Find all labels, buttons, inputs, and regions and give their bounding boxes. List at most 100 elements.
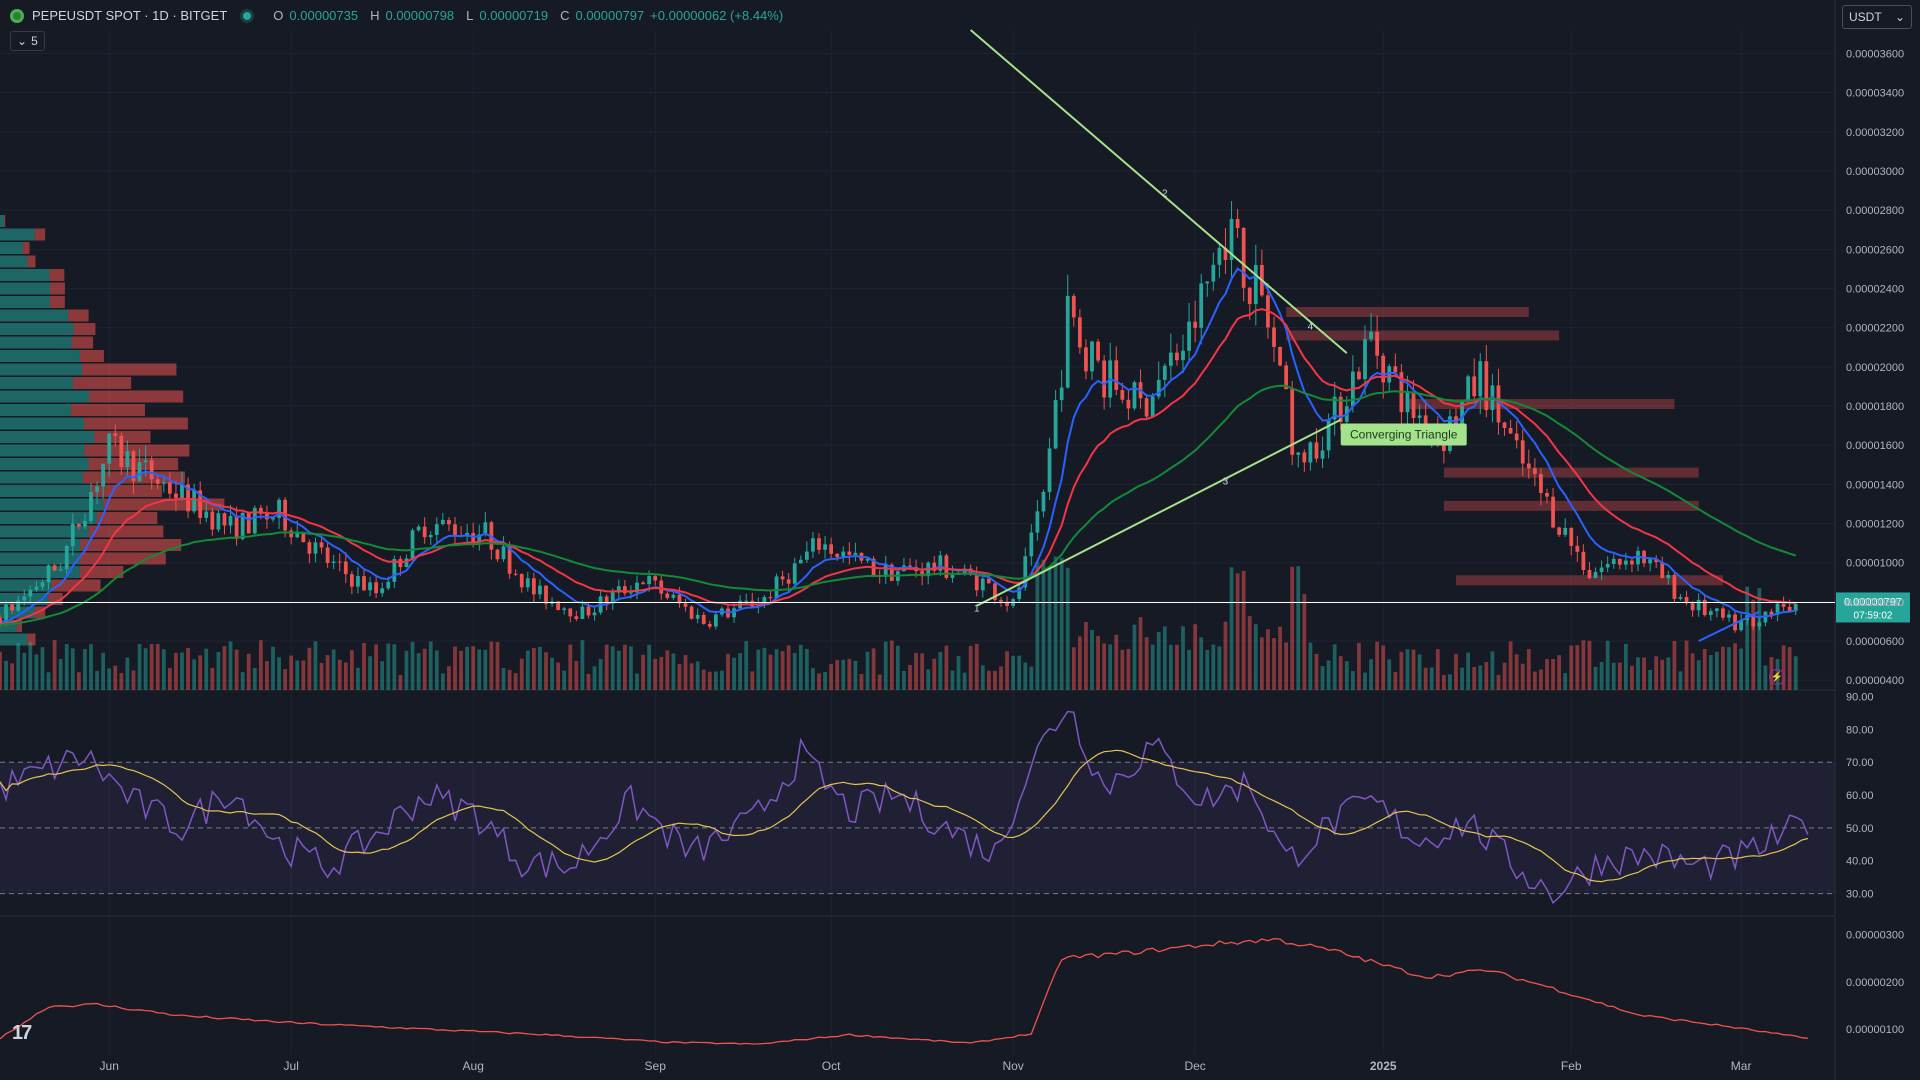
- candle-body: [1393, 366, 1398, 373]
- candle-body: [1326, 419, 1331, 451]
- time-tick-label: Aug: [463, 1059, 484, 1073]
- volume-bar: [726, 653, 730, 690]
- candle-body: [313, 542, 318, 554]
- volume-bar: [592, 666, 597, 690]
- indicator-pane: [0, 937, 1808, 1045]
- candle-body: [76, 523, 81, 527]
- volume-bar: [1678, 671, 1683, 690]
- volume-bar: [1393, 672, 1398, 690]
- volume-bar: [665, 650, 670, 690]
- lightning-icon[interactable]: ⚡: [1769, 669, 1785, 685]
- volume-bar: [525, 650, 530, 690]
- tradingview-logo-icon[interactable]: 17: [12, 1022, 32, 1044]
- candle-body: [301, 531, 306, 543]
- profile-bar-down: [49, 282, 65, 295]
- candle-body: [1241, 227, 1246, 288]
- candle-body: [610, 592, 615, 604]
- candle-body: [1381, 355, 1386, 383]
- trend-drawings[interactable]: Converging Triangle 1 2 3 4 0.00000797 07:59:0…: [0, 29, 1910, 642]
- candle-body: [695, 614, 700, 619]
- price-axis: 0.00000400 0.00000600 0.00000800 0.00001000…: [100, 49, 1920, 1073]
- candle-body: [944, 555, 949, 578]
- low-label: L: [466, 8, 474, 23]
- volume-bar: [683, 655, 688, 690]
- volume-bar: [1454, 654, 1458, 690]
- volume-bar: [750, 671, 755, 690]
- indicator-collapse-button[interactable]: ⌄ 5: [10, 31, 45, 51]
- price-tick-label: 0.00001000: [1846, 558, 1904, 570]
- open-label: O: [273, 8, 284, 23]
- candle-body: [1126, 399, 1131, 409]
- candle-body: [999, 599, 1003, 602]
- candle-body: [234, 515, 239, 539]
- volume-bar: [1466, 652, 1471, 690]
- candle-body: [1593, 572, 1598, 579]
- candle-body: [1690, 603, 1695, 611]
- candle-body: [16, 600, 21, 611]
- volume-bar: [877, 674, 882, 690]
- candle-body: [386, 581, 391, 589]
- candle-body: [1162, 365, 1167, 380]
- symbol-header: PEPEUSDT SPOT · 1D · BITGET O 0.00000735 …: [10, 8, 783, 23]
- volume-bar: [835, 659, 840, 690]
- volume-bar: [1253, 624, 1258, 690]
- sub-tick-label: 0.00000200: [1846, 977, 1904, 989]
- volume-bar: [70, 648, 75, 690]
- candle-body: [1132, 382, 1137, 409]
- candle-body: [125, 451, 130, 467]
- volume-bar: [386, 643, 391, 690]
- volume-bar: [1090, 629, 1094, 690]
- candle-body: [1077, 317, 1082, 348]
- volume-bar: [1084, 621, 1088, 690]
- candle-body: [1217, 247, 1222, 265]
- time-tick-label: Feb: [1561, 1059, 1582, 1073]
- time-tick-label: Dec: [1184, 1059, 1205, 1073]
- volume-bar: [1763, 665, 1768, 690]
- candle-body: [1417, 415, 1422, 418]
- supply-zone: [1286, 330, 1560, 341]
- candle-body: [1211, 264, 1216, 282]
- volume-bar: [1138, 617, 1143, 690]
- profile-bar-up: [0, 471, 83, 484]
- volume-bar: [113, 665, 118, 690]
- volume-bar: [477, 649, 482, 690]
- candle-body: [1096, 341, 1100, 361]
- candle-body: [380, 588, 385, 594]
- candle-body: [1247, 287, 1252, 305]
- volume-bar: [307, 647, 312, 690]
- volume-bar: [101, 652, 106, 690]
- pattern-point: 2: [1162, 188, 1168, 199]
- candle-body: [1332, 396, 1337, 420]
- candle-body: [1253, 265, 1258, 305]
- candle-body: [889, 564, 894, 581]
- candle-body: [331, 561, 336, 563]
- volume-bar: [1023, 662, 1028, 690]
- candle-body: [1557, 527, 1562, 535]
- volume-bar: [301, 660, 306, 690]
- profile-bar-down: [70, 404, 145, 416]
- volume-bar: [732, 657, 736, 690]
- symbol-title[interactable]: PEPEUSDT SPOT · 1D · BITGET: [32, 8, 228, 23]
- candle-body: [1205, 281, 1210, 284]
- volume-bar: [1672, 641, 1677, 690]
- volume-bar: [1053, 556, 1058, 690]
- candle-body: [1460, 400, 1464, 428]
- candle-body: [95, 486, 99, 493]
- candle-body: [1563, 527, 1568, 535]
- volume-bar: [1338, 656, 1343, 690]
- candle-body: [392, 558, 397, 582]
- volume-bar: [180, 652, 184, 690]
- candle-body: [404, 558, 409, 568]
- volume-bar: [1399, 651, 1404, 690]
- profile-bar-up: [0, 633, 28, 646]
- volume-bar: [859, 674, 864, 690]
- profile-bar-up: [0, 485, 91, 497]
- volume-bar: [926, 669, 931, 690]
- candle-body: [1520, 440, 1525, 464]
- price-tag-box: [1836, 592, 1910, 623]
- candle-body: [811, 538, 815, 552]
- currency-select[interactable]: USDT ⌄: [1842, 5, 1912, 29]
- candle-body: [1065, 295, 1070, 388]
- pattern-label-text: Converging Triangle: [1350, 427, 1458, 441]
